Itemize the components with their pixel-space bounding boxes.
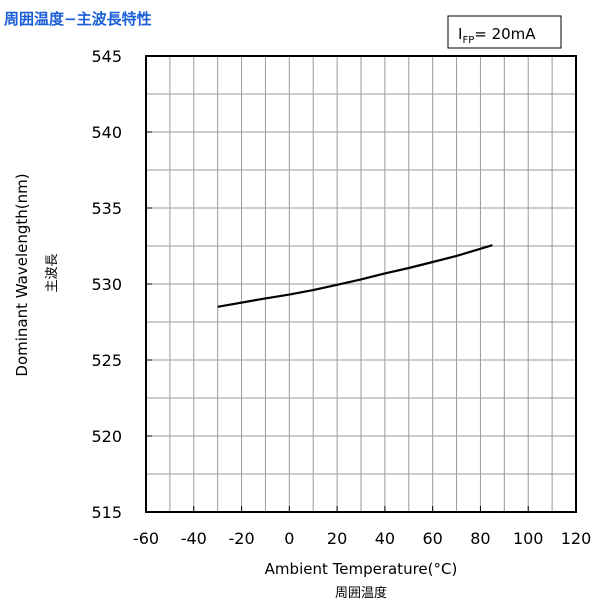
y-axis-label-jp: 主波長: [45, 253, 60, 292]
x-tick-label: -20: [228, 529, 254, 548]
chart-title: 周囲温度−主波長特性: [4, 10, 152, 28]
series-group: [217, 244, 493, 308]
x-tick-label: -60: [133, 529, 159, 548]
condition-text: IFP= 20mA: [458, 25, 536, 46]
condition-box: IFP= 20mA: [447, 15, 562, 49]
x-axis-label-jp: 周囲温度: [335, 585, 387, 601]
condition-sub: FP: [462, 35, 474, 46]
y-tick-label: 540: [91, 123, 122, 142]
y-axis-label: Dominant Wavelength(nm): [13, 173, 31, 376]
x-tick-label: 20: [327, 529, 347, 548]
x-tick-label: 40: [375, 529, 395, 548]
grid: [145, 55, 577, 513]
x-tick-label: 100: [513, 529, 544, 548]
x-tick-label: -40: [181, 529, 207, 548]
y-tick-label: 525: [91, 351, 122, 370]
condition-rest: = 20mA: [474, 25, 536, 43]
series-line: [217, 244, 493, 308]
y-tick-label: 515: [91, 503, 122, 522]
tick-labels: -60 -40 -20 0 20 40 60 80 100 120 515 520 525 530 535 5…: [91, 47, 591, 548]
y-tick-label: 520: [91, 427, 122, 446]
y-tick-label: 545: [91, 47, 122, 66]
x-tick-label: 80: [470, 529, 490, 548]
x-tick-label: 0: [284, 529, 294, 548]
condition-main: I: [458, 25, 462, 43]
x-tick-label: 60: [422, 529, 442, 548]
y-tick-label: 530: [91, 275, 122, 294]
plot-area-frame: [145, 55, 577, 513]
x-axis-label: Ambient Temperature(°C): [265, 560, 458, 578]
x-tick-label: 120: [561, 529, 592, 548]
y-tick-label: 535: [91, 199, 122, 218]
